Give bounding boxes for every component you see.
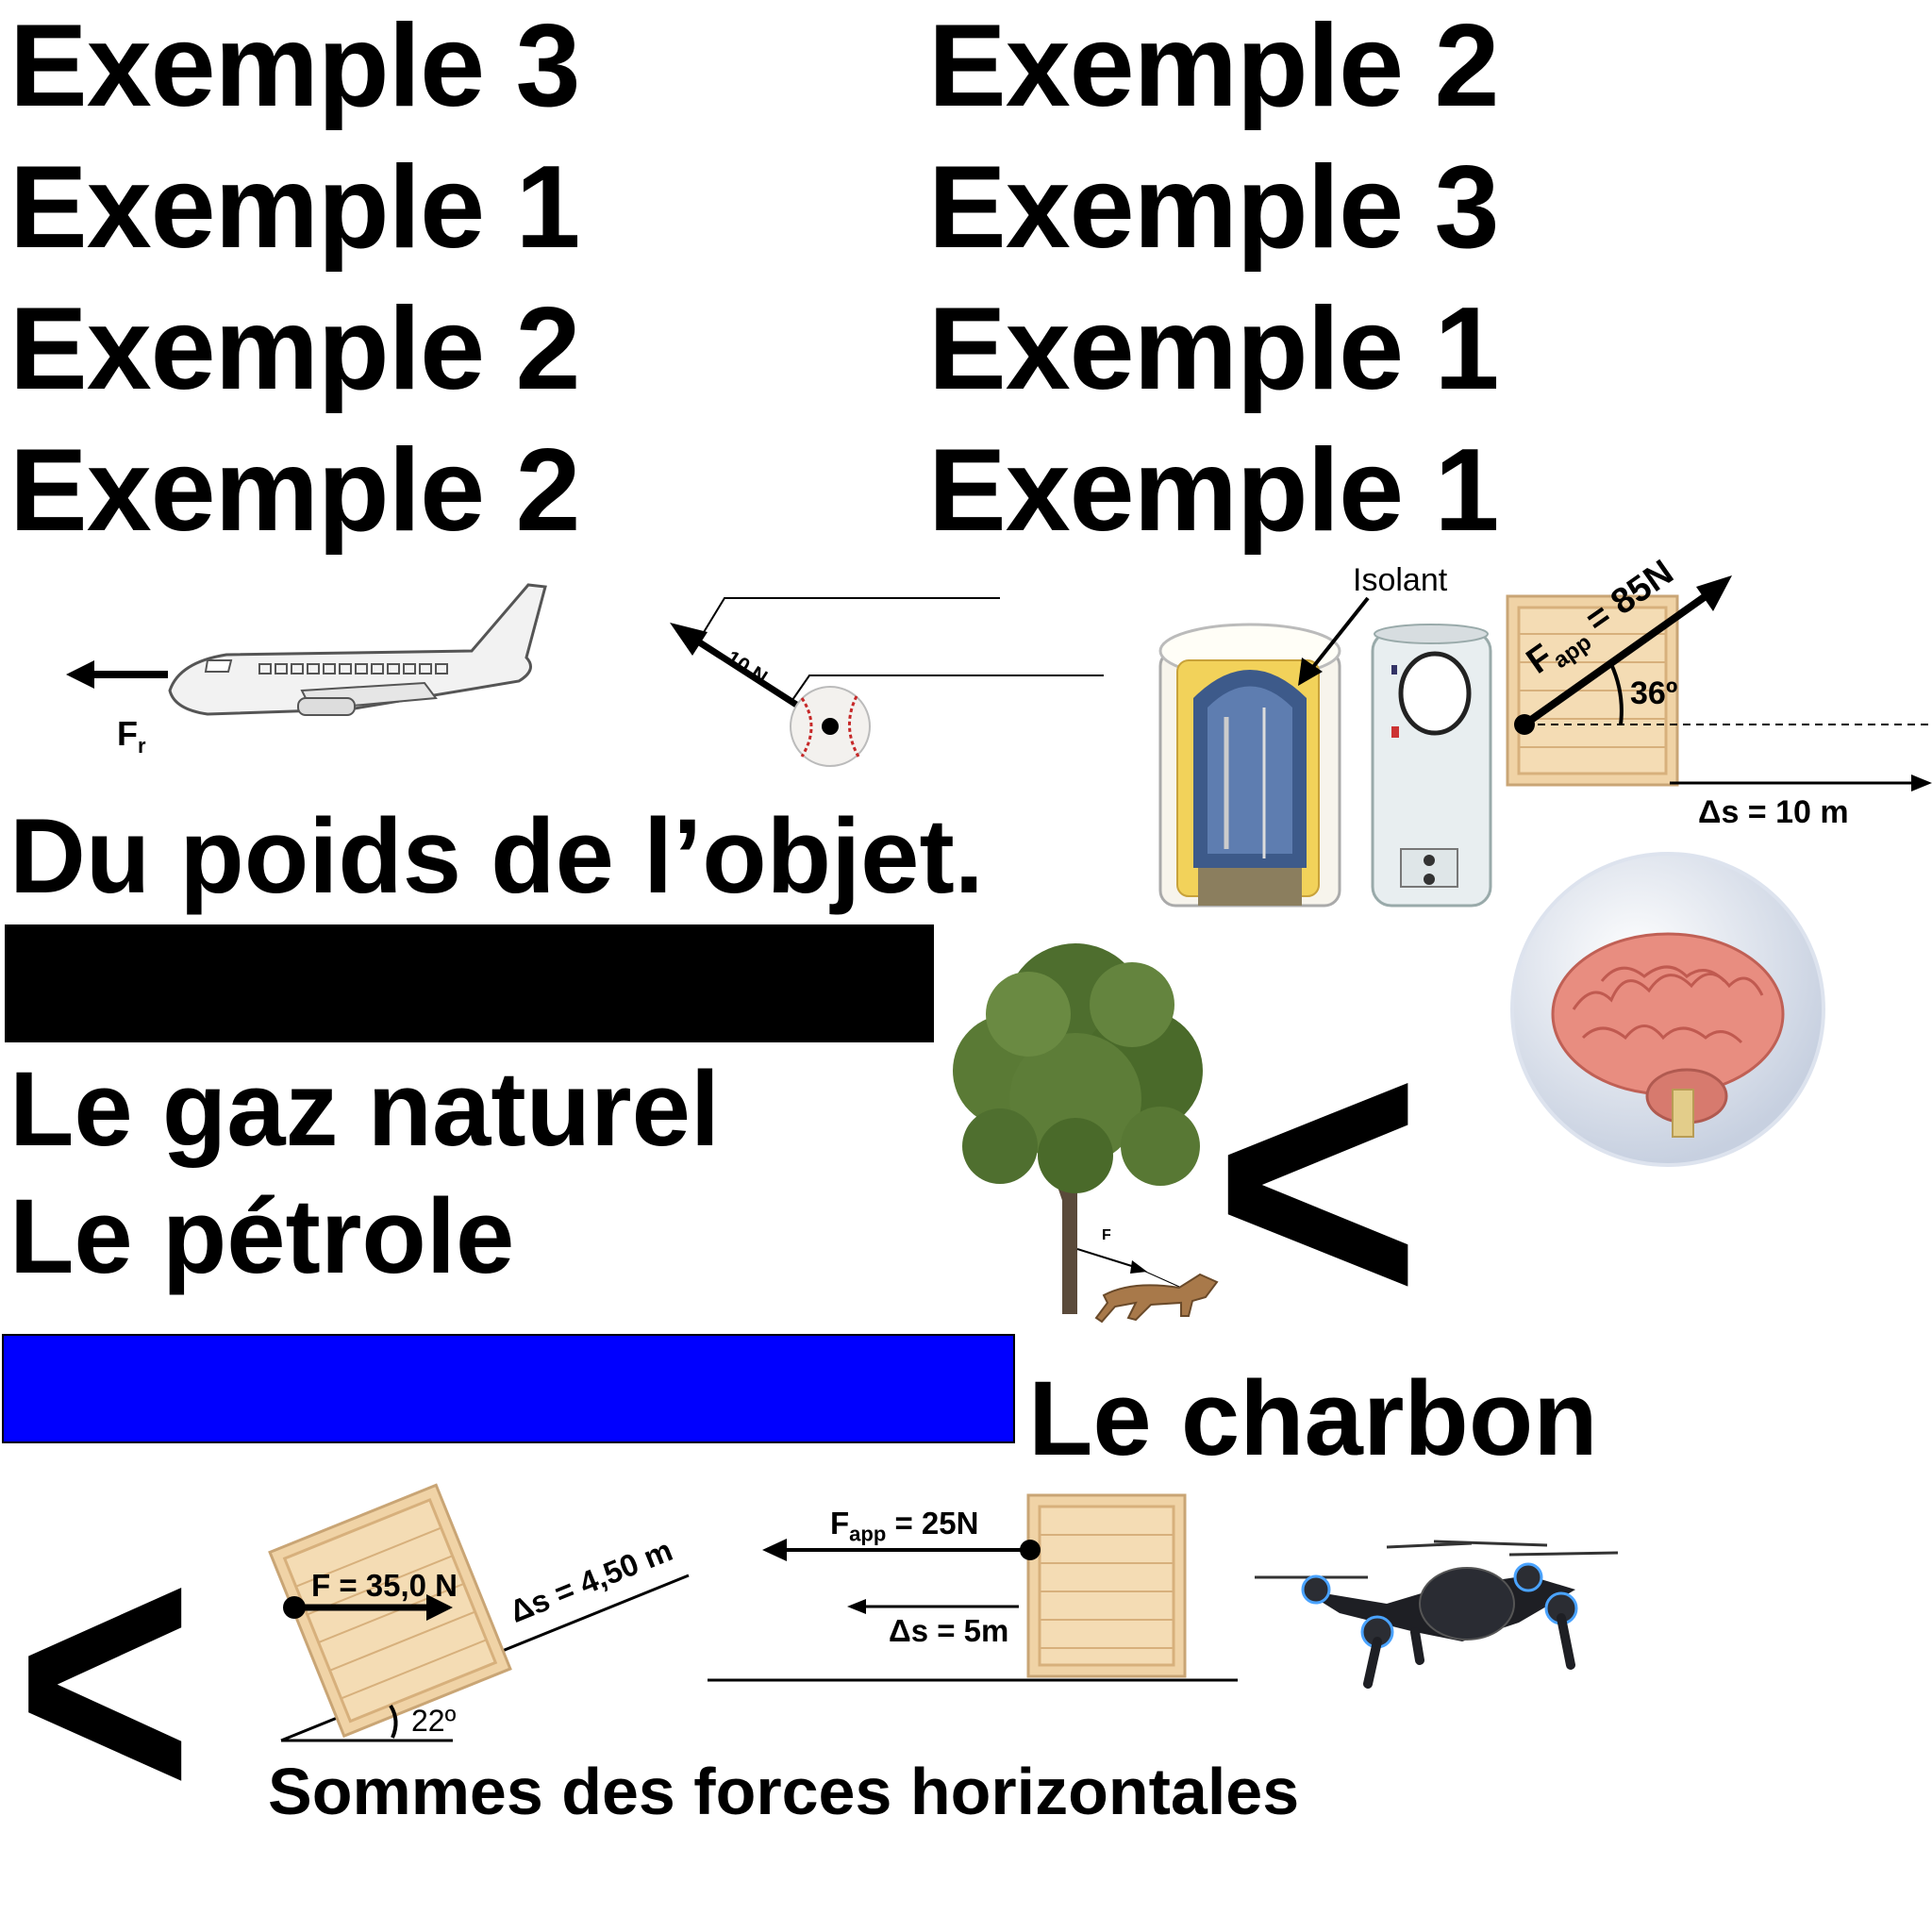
friction-force-label: Fr (117, 714, 146, 758)
isolant-label: Isolant (1353, 562, 1448, 598)
baseball-force-diagram (670, 597, 1104, 767)
example-label-left-3: Exemple 2 (9, 284, 580, 414)
example-label-right-2: Exemple 3 (928, 142, 1499, 273)
drone-icon (1255, 1540, 1619, 1689)
displacement-10m-arrow (1670, 774, 1932, 791)
tree-icon (953, 943, 1203, 1314)
example-label-right-3: Exemple 1 (928, 284, 1499, 414)
dog-icon (1094, 1273, 1219, 1324)
water-heater-icon (1158, 623, 1341, 908)
example-label-right-1: Exemple 2 (928, 1, 1499, 131)
displacement-10m-label: Δs = 10 m (1698, 794, 1849, 830)
fapp-25n-label: Fapp = 25N (830, 1506, 979, 1546)
answer-gaz-naturel: Le gaz naturel (9, 1050, 721, 1168)
isolant-arrow (1298, 596, 1370, 686)
force-35n-label: F = 35,0 N (311, 1568, 458, 1603)
crate-icon (1506, 594, 1679, 787)
answer-charbon: Le charbon (1028, 1359, 1598, 1477)
force-25n-diagram (708, 1493, 1238, 1682)
example-label-left-1: Exemple 3 (9, 1, 580, 131)
less-than-symbol: < (15, 1478, 194, 1879)
example-label-left-2: Exemple 1 (9, 142, 580, 273)
less-than-symbol: < (1212, 968, 1423, 1390)
black-bar (5, 924, 934, 1042)
answer-petrole: Le pétrole (9, 1177, 515, 1295)
answer-sommes-forces: Sommes des forces horizontales (268, 1755, 1300, 1828)
airplane-icon[interactable] (66, 577, 547, 766)
answer-poids: Du poids de l’objet. (9, 797, 984, 915)
example-label-left-4: Exemple 2 (9, 425, 580, 556)
angle-36-label: 36º (1630, 675, 1678, 711)
force-85n-diagram (1514, 575, 1929, 735)
angle-22-label: 22º (411, 1704, 457, 1738)
example-label-right-4: Exemple 1 (928, 425, 1499, 556)
water-heater-icon (1371, 624, 1492, 908)
displacement-5m-label: Δs = 5m (889, 1613, 1009, 1648)
blue-bar (2, 1334, 1015, 1443)
inclined-plane-diagram (268, 1483, 690, 1742)
brain-icon (1510, 852, 1825, 1167)
tree-force-label: F (1102, 1227, 1111, 1243)
